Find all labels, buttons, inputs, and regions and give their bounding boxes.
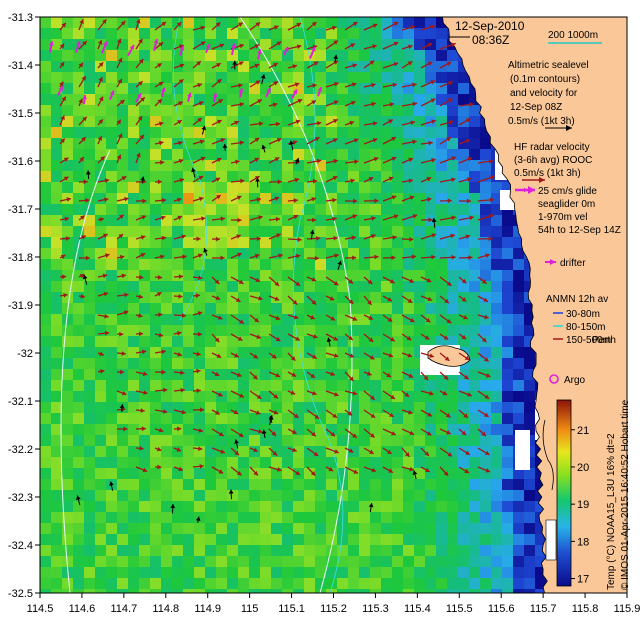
drifter-legend: drifter: [545, 258, 586, 269]
svg-text:1-970m vel: 1-970m vel: [538, 212, 587, 223]
y-tick-label: -32: [17, 348, 33, 360]
hf-radar-legend: HF radar velocity (3-6h avg) ROOC 0.5m/s…: [514, 142, 592, 183]
x-tick-label: 114.8: [152, 603, 179, 615]
svg-text:Altimetric sealevel: Altimetric sealevel: [508, 60, 589, 71]
svg-text:54h to 12-Sep 14Z: 54h to 12-Sep 14Z: [538, 225, 621, 236]
x-tick-label: 114.7: [110, 603, 137, 615]
svg-text:Argo: Argo: [564, 375, 586, 386]
x-axis: 114.5 114.6 114.7 114.8 114.9 115 115.1 115.2 11…: [27, 593, 640, 615]
y-tick-label: -32.2: [8, 444, 33, 456]
x-tick-label: 115.4: [404, 603, 431, 615]
map-time: 08:36Z: [472, 33, 509, 47]
svg-text:25 cm/s glide: 25 cm/s glide: [538, 186, 597, 197]
svg-text:(3-6h avg) ROOC: (3-6h avg) ROOC: [514, 155, 592, 166]
y-tick-label: -32.4: [8, 540, 33, 552]
svg-text:HF radar velocity: HF radar velocity: [514, 142, 590, 153]
y-tick-label: -32.3: [8, 492, 33, 504]
svg-text:12-Sep 08Z: 12-Sep 08Z: [510, 102, 562, 113]
y-tick-label: -31.3: [8, 12, 33, 24]
land-layer: [427, 17, 627, 593]
temperature-colorbar: 17 18 19 20 21 Temp (°C) NOAA15_L3U 16% dt=2: [556, 399, 617, 590]
y-tick-label: -31.7: [8, 204, 33, 216]
x-tick-label: 115.3: [362, 603, 389, 615]
y-tick-label: -32.5: [8, 588, 33, 600]
x-tick-label: 114.9: [194, 603, 221, 615]
y-tick-label: -31.9: [8, 300, 33, 312]
altimetry-legend: Altimetric sealevel (0.1m contours) and …: [508, 60, 589, 131]
svg-text:and velocity for: and velocity for: [510, 88, 578, 99]
svg-text:(0.1m contours): (0.1m contours): [510, 74, 580, 85]
x-tick-label: 114.5: [27, 603, 54, 615]
x-tick-label: 115.9: [614, 603, 640, 615]
svg-text:0.5m/s (1kt 3h): 0.5m/s (1kt 3h): [508, 116, 575, 127]
y-tick-label: -31.5: [8, 108, 33, 120]
colorbar-tick-label: 17: [577, 574, 589, 586]
y-tick-label: -31.6: [8, 156, 33, 168]
x-tick-label: 115: [241, 603, 259, 615]
colorbar-tick-label: 20: [577, 462, 589, 474]
glider-legend: 25 cm/s glide seaglider 0m 1-970m vel 54…: [515, 186, 621, 236]
svg-text:drifter: drifter: [560, 258, 586, 269]
svg-text:seaglider 0m: seaglider 0m: [538, 199, 595, 210]
svg-text:150-500m: 150-500m: [566, 335, 611, 346]
colorbar-tick-label: 18: [577, 536, 589, 548]
velocity-vectors: [49, 18, 528, 523]
y-axis: -31.3 -31.4 -31.5 -31.6 -31.7 -31.8 -31.9 -32 -3…: [8, 12, 40, 600]
x-tick-label: 115.5: [446, 603, 473, 615]
credit-text: © IMOS 01-Apr-2015 16:40:52 Hobart time: [620, 399, 631, 590]
anmn-legend: ANMN 12h av 30-80m 80-150m 150-500m Pert…: [546, 294, 616, 346]
y-tick-label: -32.1: [8, 396, 33, 408]
x-tick-label: 114.6: [69, 603, 96, 615]
y-tick-label: -31.4: [8, 60, 33, 72]
map-date: 12-Sep-2010: [455, 19, 525, 33]
svg-text:80-150m: 80-150m: [566, 322, 605, 333]
colorbar-tick-label: 19: [577, 499, 589, 511]
colorbar-label: Temp (°C) NOAA15_L3U 16% dt=2: [606, 433, 617, 590]
svg-text:30-80m: 30-80m: [566, 309, 600, 320]
scale-label: 200 1000m: [548, 30, 598, 41]
x-tick-label: 115.8: [572, 603, 599, 615]
argo-legend: Argo: [549, 374, 586, 386]
colorbar-tick-label: 21: [577, 425, 589, 437]
x-tick-label: 115.6: [488, 603, 515, 615]
x-tick-label: 115.7: [530, 603, 557, 615]
svg-text:ANMN 12h av: ANMN 12h av: [546, 294, 608, 305]
svg-text:0.5m/s (1kt 3h): 0.5m/s (1kt 3h): [514, 168, 581, 179]
y-tick-label: -31.8: [8, 252, 33, 264]
x-tick-label: 115.2: [320, 603, 347, 615]
svg-text:Perth: Perth: [592, 335, 616, 346]
x-tick-label: 115.1: [278, 603, 305, 615]
